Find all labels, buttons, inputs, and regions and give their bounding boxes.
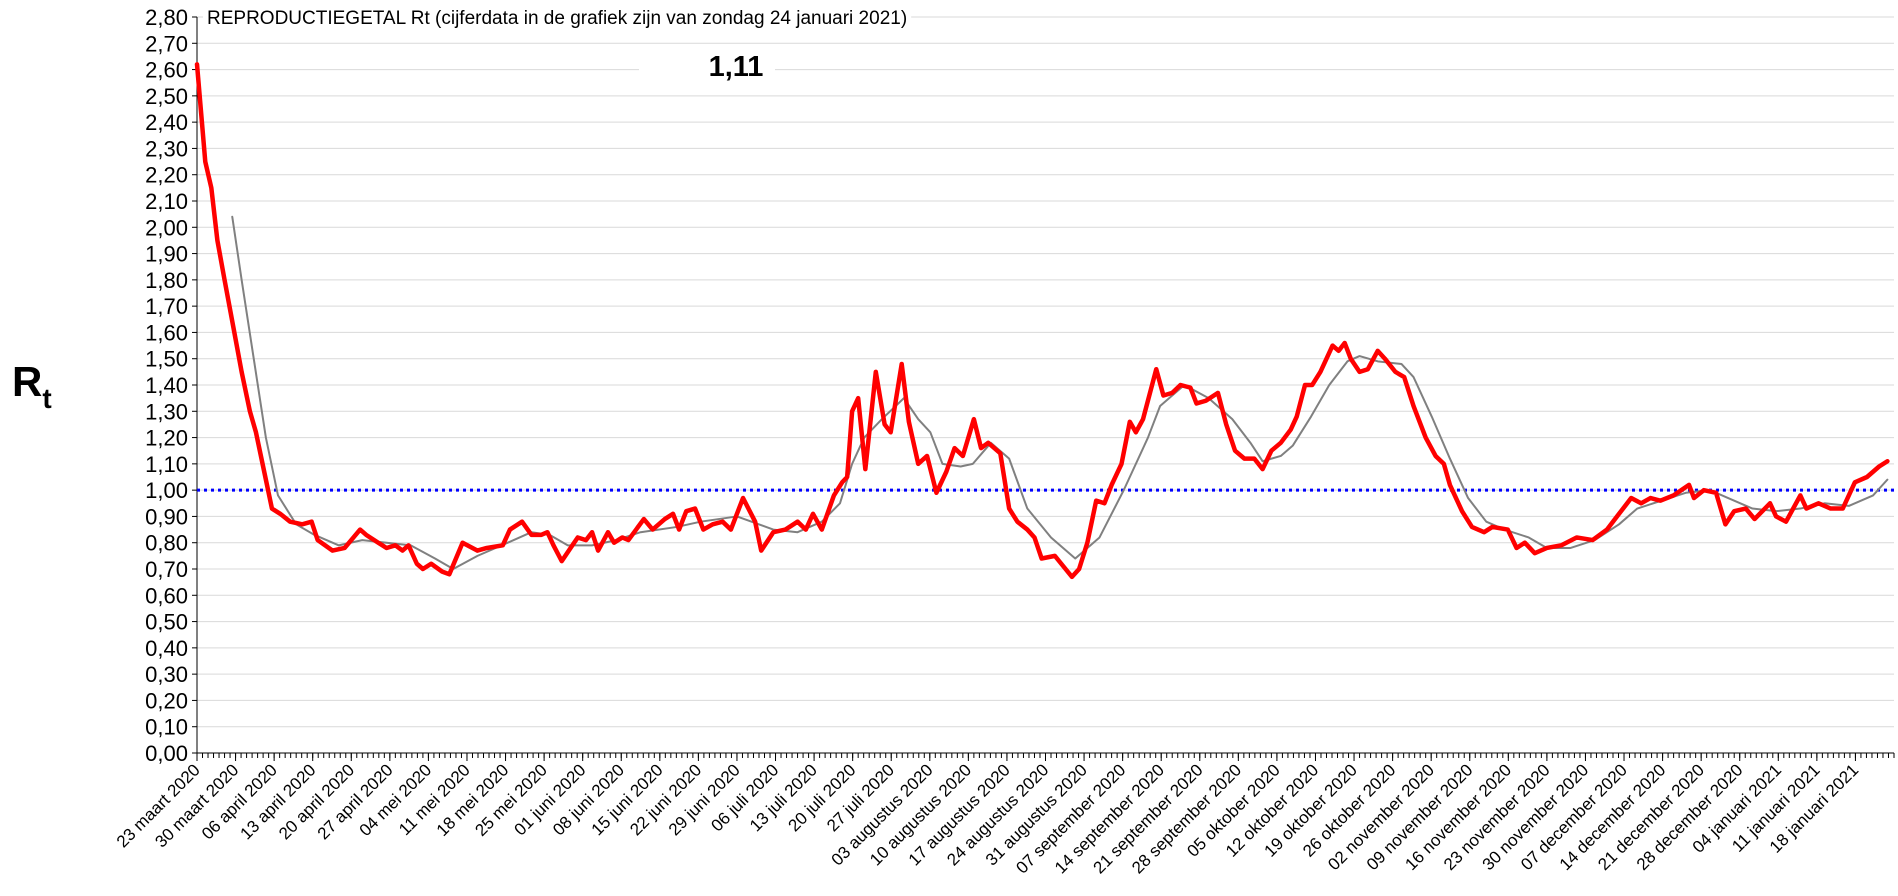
- y-tick-label: 2,10: [145, 189, 188, 214]
- y-tick-label: 1,80: [145, 268, 188, 293]
- y-tick-label: 2,40: [145, 110, 188, 135]
- annotation: 1,11: [709, 51, 764, 83]
- y-tick-label: 1,10: [145, 452, 188, 477]
- y-tick-label: 0,90: [145, 504, 188, 529]
- annotation-background: [639, 44, 775, 84]
- y-tick-label: 2,60: [145, 58, 188, 83]
- y-tick-label: 0,30: [145, 662, 188, 687]
- y-tick-label: 0,60: [145, 583, 188, 608]
- y-tick-label: 2,00: [145, 215, 188, 240]
- y-axis-label-sub: t: [42, 383, 51, 414]
- y-axis-label-main: R: [12, 358, 42, 405]
- y-tick-label: 1,70: [145, 294, 188, 319]
- y-tick-label: 1,60: [145, 320, 188, 345]
- title-background: [203, 4, 912, 30]
- y-tick-label: 0,40: [145, 636, 188, 661]
- series-line: [194, 62, 1890, 580]
- y-tick-label: 2,30: [145, 136, 188, 161]
- y-tick-label: 2,70: [145, 31, 188, 56]
- y-tick-label: 0,80: [145, 531, 188, 556]
- y-tick-label: 1,20: [145, 426, 188, 451]
- y-tick-label: 0,10: [145, 715, 188, 740]
- y-tick-label: 1,50: [145, 347, 188, 372]
- y-tick-label: 1,90: [145, 242, 188, 267]
- y-tick-label: 0,20: [145, 688, 188, 713]
- y-tick-label: 0,00: [145, 741, 188, 766]
- y-tick-label: 0,50: [145, 610, 188, 635]
- y-tick-label: 0,70: [145, 557, 188, 582]
- y-tick-label: 2,80: [145, 5, 188, 30]
- y-axis-label: Rt: [12, 358, 52, 414]
- chart-title: REPRODUCTIEGETAL Rt (cijferdata in de gr…: [207, 8, 907, 29]
- y-tick-label: 1,00: [145, 478, 188, 503]
- y-tick-label: 2,20: [145, 163, 188, 188]
- y-tick-label: 2,50: [145, 84, 188, 109]
- y-tick-label: 1,40: [145, 373, 188, 398]
- y-tick-label: 1,30: [145, 399, 188, 424]
